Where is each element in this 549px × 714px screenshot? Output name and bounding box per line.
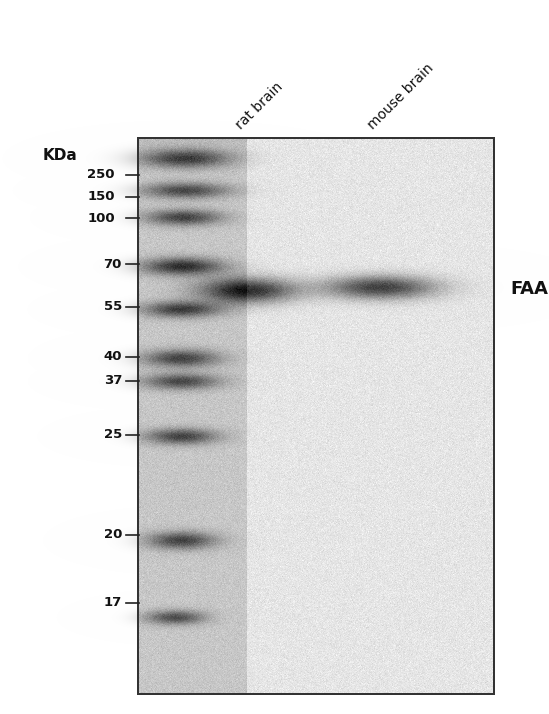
Text: 17: 17: [104, 596, 122, 610]
Text: rat brain: rat brain: [233, 79, 285, 132]
Text: 100: 100: [87, 211, 115, 224]
Text: 55: 55: [104, 301, 122, 313]
Text: 250: 250: [87, 169, 115, 181]
Text: 70: 70: [104, 258, 122, 271]
Text: 150: 150: [87, 191, 115, 203]
Text: KDa: KDa: [43, 148, 77, 163]
Text: FAAH: FAAH: [510, 280, 549, 298]
Text: 20: 20: [104, 528, 122, 541]
Text: 40: 40: [104, 351, 122, 363]
Text: 37: 37: [104, 375, 122, 388]
Text: 25: 25: [104, 428, 122, 441]
Text: mouse brain: mouse brain: [365, 61, 436, 132]
